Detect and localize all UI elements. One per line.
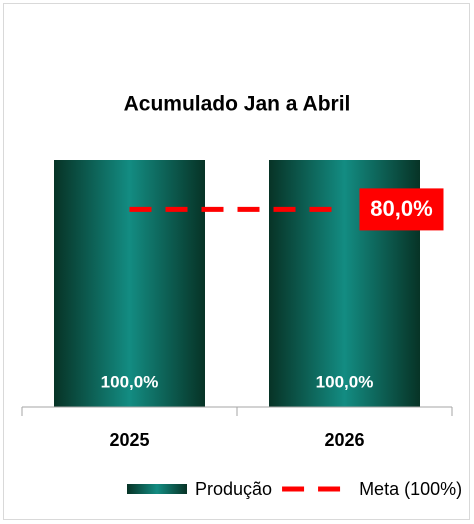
target-label-box [359,188,444,231]
bar-value-label: 100,0% [316,372,374,391]
chart-title: Acumulado Jan a Abril [124,93,351,116]
x-tick-label: 2025 [109,430,149,450]
legend-label: Meta (100%) [359,479,462,499]
target-label: 80,0% [370,196,432,221]
bar [54,160,205,407]
legend-swatch [127,484,187,494]
x-tick-label: 2026 [324,430,364,450]
legend-label: Produção [195,479,272,499]
bar-value-label: 100,0% [101,372,159,391]
